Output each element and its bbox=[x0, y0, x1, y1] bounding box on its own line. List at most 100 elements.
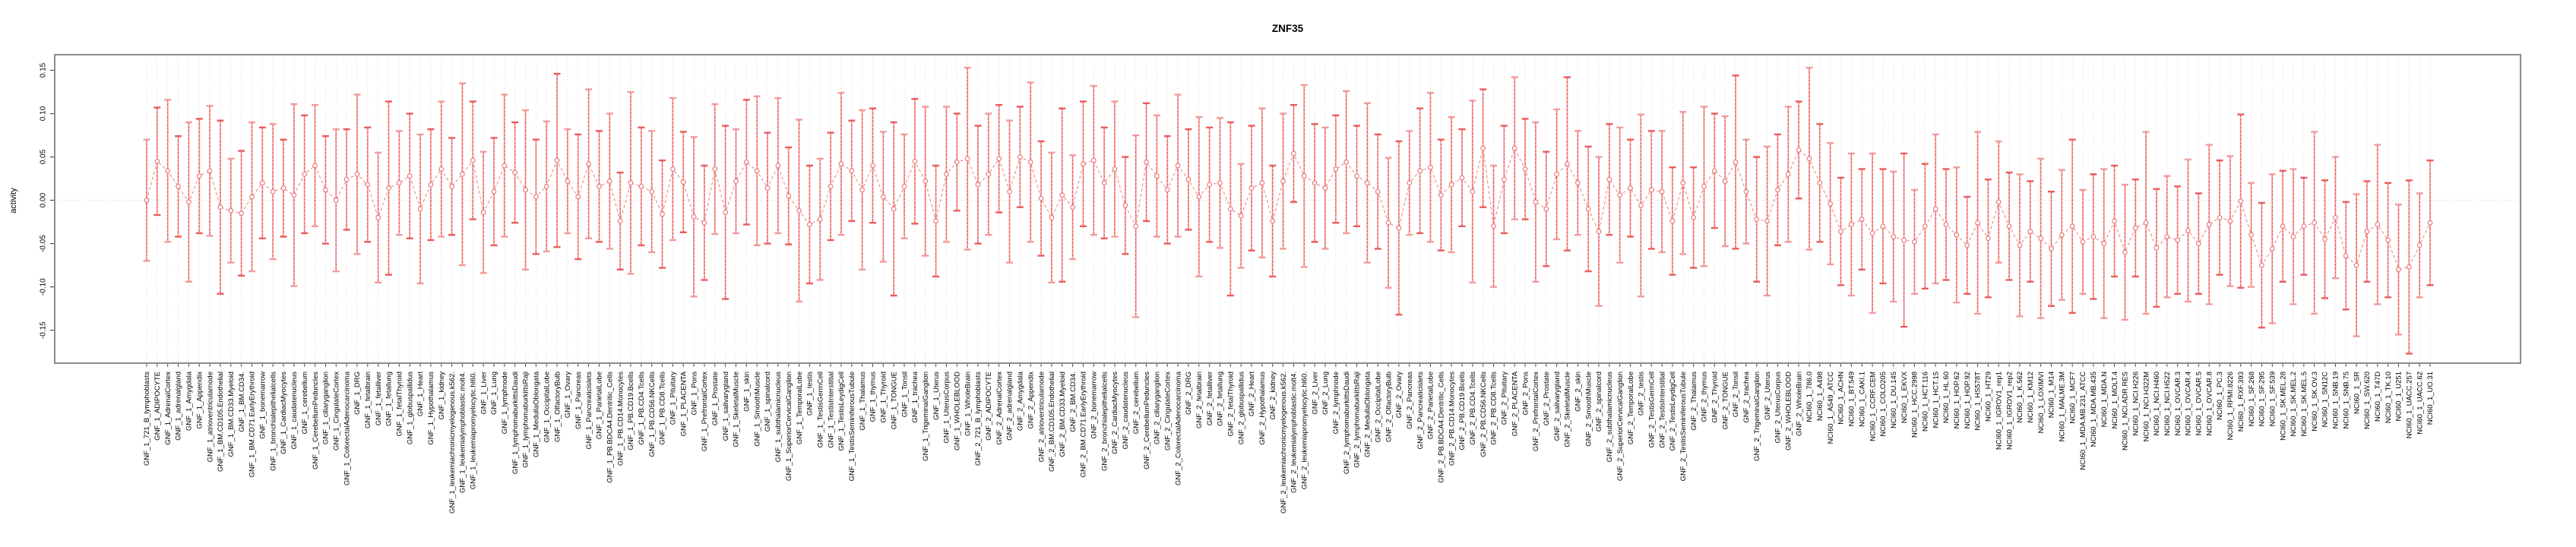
data-point bbox=[2017, 242, 2023, 248]
data-point bbox=[1617, 192, 1623, 198]
data-point bbox=[2143, 220, 2149, 226]
data-point bbox=[186, 199, 191, 205]
x-category-label: GNF_1_ParietalLobe bbox=[596, 372, 604, 439]
data-point bbox=[365, 182, 371, 188]
data-point bbox=[1122, 203, 1128, 208]
x-category-label: GNF_2_TrigeminalGanglion bbox=[1753, 372, 1761, 461]
data-point bbox=[217, 204, 223, 210]
x-category-label: NCI60_1_SK.MEL.28 bbox=[2279, 372, 2287, 441]
x-category-label: GNF_1_TestisLeydigCell bbox=[837, 372, 846, 451]
data-point bbox=[2396, 267, 2401, 273]
x-category-label: GNF_2_fetalbrain bbox=[1195, 372, 1204, 428]
data-point bbox=[1365, 180, 1370, 186]
x-category-label: NCI60_1_SK.OV.3 bbox=[2311, 372, 2319, 432]
x-category-label: GNF_2_ciliaryganglion bbox=[1154, 372, 1162, 444]
data-point bbox=[1543, 206, 1549, 212]
x-category-label: GNF_1_PB.CD56.NKCells bbox=[648, 372, 657, 457]
x-category-label: GNF_1_MedullaOblongata bbox=[533, 371, 541, 457]
data-point bbox=[606, 179, 612, 184]
x-category-label: GNF_1_skin bbox=[743, 372, 752, 412]
data-point bbox=[480, 210, 486, 215]
x-category-label: GNF_1_SuperiorCervicalGanglion bbox=[785, 372, 793, 481]
x-category-label: GNF_1_ColorectalAdenocarcinoma bbox=[343, 371, 351, 485]
data-point bbox=[786, 193, 792, 199]
x-category-label: GNF_2_CerebellumPeduncles bbox=[1143, 372, 1151, 470]
x-category-label: GNF_2_leukemialymphoblastic.molt4. bbox=[1290, 372, 1299, 493]
x-category-label: GNF_1_OlfactoryBulb bbox=[553, 372, 562, 442]
x-category-label: NCI60_1_U251 bbox=[2395, 372, 2404, 422]
data-point bbox=[280, 185, 286, 191]
data-point bbox=[733, 179, 739, 184]
x-category-label: GNF_1_TONGUE bbox=[890, 372, 898, 429]
x-category-label: GNF_2_Appendix bbox=[1027, 372, 1035, 429]
data-point bbox=[2227, 218, 2233, 224]
data-point bbox=[1259, 180, 1265, 186]
data-point bbox=[2385, 237, 2391, 243]
data-point bbox=[1680, 180, 1686, 186]
data-point bbox=[533, 194, 539, 200]
data-point bbox=[1448, 182, 1454, 188]
x-category-label: GNF_1_leukemiapromyelocytic.hl60. bbox=[469, 372, 477, 489]
data-point bbox=[1038, 195, 1044, 201]
data-point bbox=[417, 206, 423, 212]
x-category-label: GNF_1_BM.CD33.Myeloid bbox=[227, 372, 236, 457]
x-category-label: GNF_2_TemporalLobe bbox=[1627, 372, 1635, 444]
data-point bbox=[1785, 172, 1791, 177]
x-category-label: NCI60_1_SW.620 bbox=[2363, 372, 2372, 429]
data-point bbox=[1828, 201, 1834, 207]
data-point bbox=[1291, 150, 1296, 157]
data-point bbox=[723, 210, 728, 215]
x-category-label: NCI60_1_MOLT.4 bbox=[2111, 372, 2119, 428]
data-point bbox=[1081, 161, 1086, 167]
x-category-label: GNF_1_BM.CD105.Endothelial bbox=[217, 372, 225, 472]
x-category-label: NCI60_1_NCI.H322M bbox=[2142, 372, 2150, 441]
data-point bbox=[1775, 187, 1780, 193]
data-point bbox=[1144, 160, 1149, 165]
x-category-label: GNF_1_AdrenalCortex bbox=[164, 372, 172, 445]
data-point bbox=[2069, 223, 2075, 229]
x-category-label: NCI60_1_BT.549 bbox=[1848, 372, 1856, 426]
x-category-label: GNF_1_TestisGermCell bbox=[816, 372, 824, 447]
x-category-label: GNF_1_fetalbrain bbox=[364, 372, 372, 428]
data-point bbox=[2259, 262, 2264, 268]
x-category-label: GNF_1_Pancreaticislets bbox=[585, 372, 593, 450]
data-point bbox=[1217, 180, 1223, 186]
x-category-label: GNF_2_BM.CD34. bbox=[1069, 372, 1078, 432]
data-point bbox=[554, 157, 560, 163]
x-category-label: GNF_2_fetalThyroid bbox=[1227, 372, 1236, 437]
data-point bbox=[912, 158, 918, 164]
x-category-label: GNF_1_TestisSeminiferousTubule bbox=[848, 372, 856, 481]
x-category-label: GNF_2_Pancreas bbox=[1406, 372, 1414, 429]
data-point bbox=[1470, 188, 1476, 194]
data-point bbox=[1396, 225, 1402, 231]
x-category-label: NCI60_1_NCI.H460 bbox=[2153, 372, 2161, 436]
x-category-label: GNF_1_Liver bbox=[479, 372, 488, 415]
data-point bbox=[2185, 228, 2191, 233]
data-point bbox=[1459, 175, 1465, 181]
data-point bbox=[1112, 166, 1118, 172]
x-category-label: NCI60_1_M14 bbox=[2048, 372, 2056, 418]
data-point bbox=[1932, 206, 1938, 212]
x-category-label: GNF_1_PB.BDCA4.Dentritic_Cells bbox=[606, 372, 615, 483]
data-point bbox=[2080, 239, 2086, 245]
x-category-label: GNF_1_thymus bbox=[869, 372, 878, 422]
x-category-label: GNF_2_caudatenucleus bbox=[1122, 372, 1130, 450]
x-category-label: GNF_2_Amygdala bbox=[1017, 371, 1025, 431]
x-category-label: GNF_2_skin bbox=[1574, 372, 1583, 412]
x-category-label: NCI60_1_NCI.H522 bbox=[2163, 372, 2172, 436]
x-category-label: GNF_2_PB.BDCA4.Dentritic_Cells bbox=[1437, 372, 1445, 483]
data-point bbox=[1511, 145, 1517, 151]
data-point bbox=[1248, 185, 1255, 191]
x-category-label: GNF_2_OlfactoryBulb bbox=[1385, 372, 1393, 442]
data-point bbox=[1891, 234, 1897, 239]
x-category-label: GNF_1_leukemiachronicmyelogenous.k562. bbox=[448, 372, 457, 514]
x-category-label: NCI60_1_KM12 bbox=[2027, 372, 2035, 423]
data-point bbox=[343, 176, 350, 182]
x-category-label: GNF_1_salivarygland bbox=[722, 372, 730, 441]
data-point bbox=[1764, 218, 1770, 224]
x-category-label: NCI60_1_K.562 bbox=[2016, 372, 2024, 423]
y-tick-label: 0.10 bbox=[40, 106, 48, 121]
data-point bbox=[1354, 173, 1359, 179]
x-category-label: GNF_1_fetalliver bbox=[375, 372, 383, 425]
data-point bbox=[2006, 223, 2012, 229]
